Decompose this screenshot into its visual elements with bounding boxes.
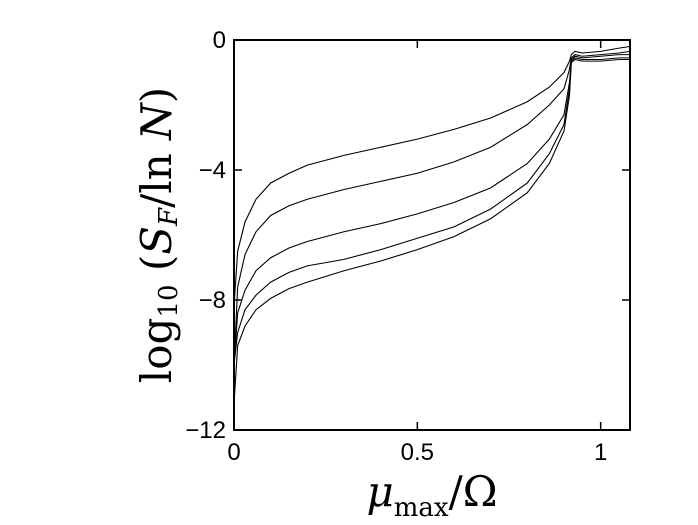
- x-tick-label-0: 0: [227, 439, 240, 466]
- y-tick-label-0: 0: [213, 27, 226, 54]
- plot-frame: [233, 39, 631, 431]
- series-line-2: [233, 50, 631, 366]
- svg-text:μmax/Ω: μmax/Ω: [366, 467, 497, 523]
- svg-text:log10 (SF/ln N): log10 (SF/ln N): [132, 87, 184, 383]
- series-line-4: [233, 57, 630, 366]
- x-tick-label-2: 1: [594, 439, 607, 466]
- series-line-1: [233, 45, 631, 307]
- x-axis-label: μmax/Ω: [366, 467, 497, 523]
- x-tick-label-1: 0.5: [401, 439, 434, 466]
- tick-label-layer: 0 0.5 1 0 −4 −8 −12: [185, 27, 607, 466]
- y-axis-label: log10 (SF/ln N): [132, 87, 184, 383]
- series-layer: [233, 45, 631, 405]
- y-tick-label-2: −8: [199, 287, 226, 314]
- tick-layer: [233, 39, 630, 431]
- y-tick-label-1: −4: [199, 157, 226, 184]
- y-tick-label-3: −12: [185, 417, 226, 444]
- series-line-5: [233, 58, 630, 405]
- series-line-3: [233, 54, 630, 366]
